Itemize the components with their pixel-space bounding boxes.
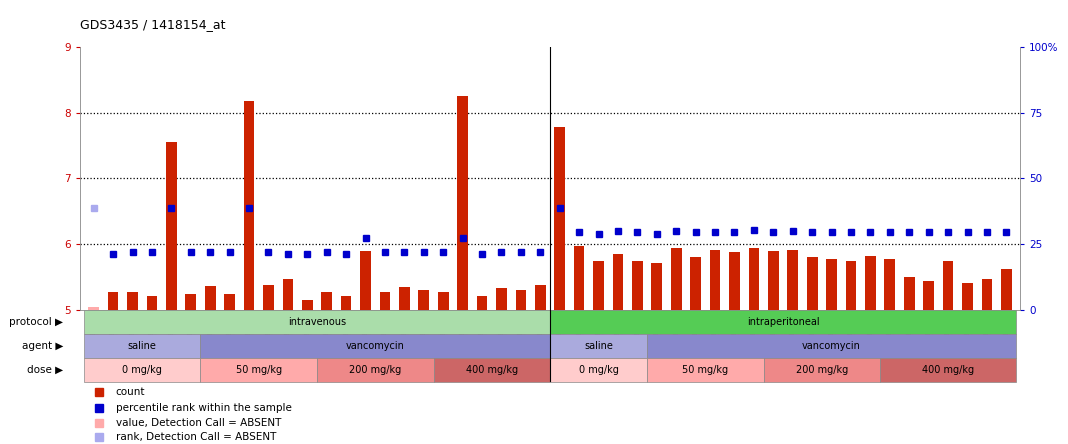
Text: percentile rank within the sample: percentile rank within the sample (115, 403, 292, 413)
Text: rank, Detection Call = ABSENT: rank, Detection Call = ABSENT (115, 432, 277, 442)
Bar (341, 296, 351, 310)
Text: agent ▶: agent ▶ (21, 341, 63, 351)
Bar (201, 358, 317, 382)
Bar (924, 281, 934, 310)
Bar (419, 290, 429, 310)
Text: 50 mg/kg: 50 mg/kg (236, 365, 282, 375)
Bar (457, 96, 468, 310)
Bar (205, 286, 216, 310)
Text: vancomycin: vancomycin (346, 341, 405, 351)
Bar (787, 250, 798, 310)
Bar (84, 334, 201, 358)
Bar (827, 259, 837, 310)
Bar (244, 101, 254, 310)
Text: 200 mg/kg: 200 mg/kg (796, 365, 848, 375)
Text: vancomycin: vancomycin (802, 341, 861, 351)
Text: intravenous: intravenous (288, 317, 346, 327)
Bar (434, 358, 550, 382)
Bar (186, 293, 197, 310)
Text: saline: saline (584, 341, 613, 351)
Bar (884, 259, 895, 310)
Bar (438, 292, 449, 310)
Bar (516, 290, 527, 310)
Bar (647, 358, 764, 382)
Bar (904, 277, 914, 310)
Bar (574, 246, 584, 310)
Bar (360, 251, 371, 310)
Bar (263, 285, 273, 310)
Bar (710, 250, 721, 310)
Bar (166, 142, 176, 310)
Bar (613, 254, 624, 310)
Bar (550, 334, 647, 358)
Bar (201, 334, 550, 358)
Bar (554, 127, 565, 310)
Text: protocol ▶: protocol ▶ (10, 317, 63, 327)
Bar (379, 292, 390, 310)
Text: 0 mg/kg: 0 mg/kg (579, 365, 618, 375)
Bar (283, 279, 294, 310)
Bar (943, 261, 954, 310)
Text: intraperitoneal: intraperitoneal (747, 317, 819, 327)
Bar (550, 358, 647, 382)
Text: value, Detection Call = ABSENT: value, Detection Call = ABSENT (115, 418, 281, 428)
Text: 400 mg/kg: 400 mg/kg (466, 365, 518, 375)
Bar (317, 358, 434, 382)
Bar (127, 292, 138, 310)
Bar (981, 278, 992, 310)
Text: dose ▶: dose ▶ (27, 365, 63, 375)
Bar (865, 256, 876, 310)
Bar (880, 358, 1016, 382)
Bar (476, 296, 487, 310)
Text: 400 mg/kg: 400 mg/kg (922, 365, 974, 375)
Bar (224, 293, 235, 310)
Bar (593, 261, 603, 310)
Text: 50 mg/kg: 50 mg/kg (682, 365, 728, 375)
Bar (846, 261, 857, 310)
Bar (550, 310, 1016, 334)
Bar (651, 263, 662, 310)
Bar (302, 300, 313, 310)
Bar (84, 310, 550, 334)
Bar (729, 252, 740, 310)
Text: 0 mg/kg: 0 mg/kg (123, 365, 162, 375)
Text: saline: saline (128, 341, 157, 351)
Bar (632, 261, 643, 310)
Bar (647, 334, 1016, 358)
Bar (535, 285, 546, 310)
Bar (84, 358, 201, 382)
Bar (768, 251, 779, 310)
Bar (399, 287, 410, 310)
Bar (146, 296, 157, 310)
Bar (962, 282, 973, 310)
Text: GDS3435 / 1418154_at: GDS3435 / 1418154_at (80, 18, 225, 31)
Bar (806, 258, 817, 310)
Bar (1001, 270, 1011, 310)
Bar (690, 258, 701, 310)
Bar (764, 358, 880, 382)
Bar (749, 248, 759, 310)
Bar (671, 248, 681, 310)
Text: count: count (115, 388, 145, 397)
Bar (108, 292, 119, 310)
Bar (321, 293, 332, 310)
Bar (89, 307, 99, 310)
Text: 200 mg/kg: 200 mg/kg (349, 365, 402, 375)
Bar (497, 288, 507, 310)
